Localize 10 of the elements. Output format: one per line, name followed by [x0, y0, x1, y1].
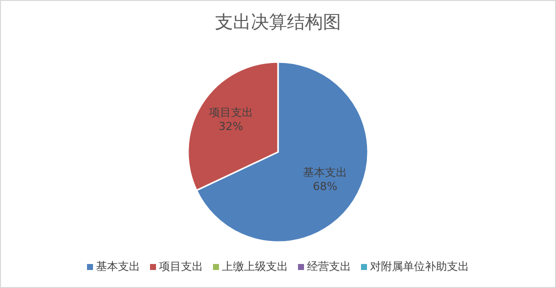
data-label: 68% — [312, 180, 338, 193]
legend-label: 上缴上级支出 — [222, 260, 288, 273]
legend-label: 基本支出 — [96, 260, 140, 273]
chart-title: 支出决算结构图 — [215, 12, 341, 33]
slice-label: 基本支出 — [303, 166, 348, 179]
legend-label: 对附属单位补助支出 — [370, 260, 469, 273]
legend-label: 经营支出 — [307, 260, 351, 273]
legend-label: 项目支出 — [159, 260, 203, 273]
slice-label: 项目支出 — [208, 106, 253, 120]
data-label: 32% — [218, 120, 244, 134]
